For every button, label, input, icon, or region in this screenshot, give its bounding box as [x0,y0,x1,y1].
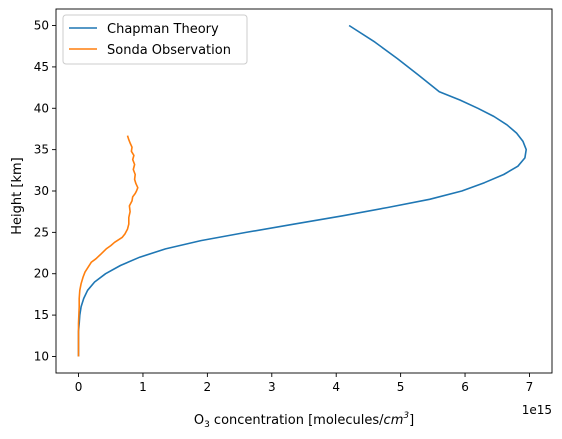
x-tick-label: 2 [204,380,212,394]
x-axis-label-sup: 3 [403,411,409,421]
x-tick-label: 3 [268,380,276,394]
y-tick-label: 25 [34,225,49,239]
legend-label-sonda-observation: Sonda Observation [107,43,231,58]
y-tick-label: 30 [34,184,49,198]
x-axis-label: O3 concentration [molecules/cm3] [194,411,414,430]
y-tick-label: 45 [34,60,49,74]
y-tick-label: 50 [34,19,49,33]
y-axis-label: Height [km] [10,157,25,234]
x-tick-label: 6 [461,380,469,394]
x-axis-label-mid: concentration [molecules/ [210,413,384,428]
x-tick-label: 0 [75,380,83,394]
y-tick-label: 15 [34,308,49,322]
x-tick-label: 4 [332,380,340,394]
plot-area [77,24,528,357]
y-tick-label: 35 [34,143,49,157]
x-tick-label: 7 [526,380,534,394]
x-axis-label-end: ] [409,413,414,428]
x-axis-label-sub: 3 [204,420,210,430]
series-line-sonda-observation [77,135,139,357]
x-axis-label-base: O [194,413,204,428]
y-tick-label: 40 [34,101,49,115]
legend: Chapman Theory Sonda Observation [62,14,248,65]
y-axis-ticks: 10 15 20 25 30 35 40 45 50 [34,19,56,363]
x-tick-label: 5 [397,380,405,394]
x-tick-label: 1 [139,380,147,394]
y-tick-label: 20 [34,267,49,281]
axes-frame [55,8,553,374]
legend-label-chapman-theory: Chapman Theory [107,22,219,37]
x-axis-ticks: 0 1 2 3 4 5 6 7 [75,373,534,394]
series-layer [77,24,528,357]
series-line-chapman-theory [77,24,528,357]
y-tick-label: 10 [34,349,49,363]
x-axis-label-unit: cm [384,413,404,428]
x-axis-offset-label: 1e15 [522,403,552,417]
legend-box [62,14,248,65]
